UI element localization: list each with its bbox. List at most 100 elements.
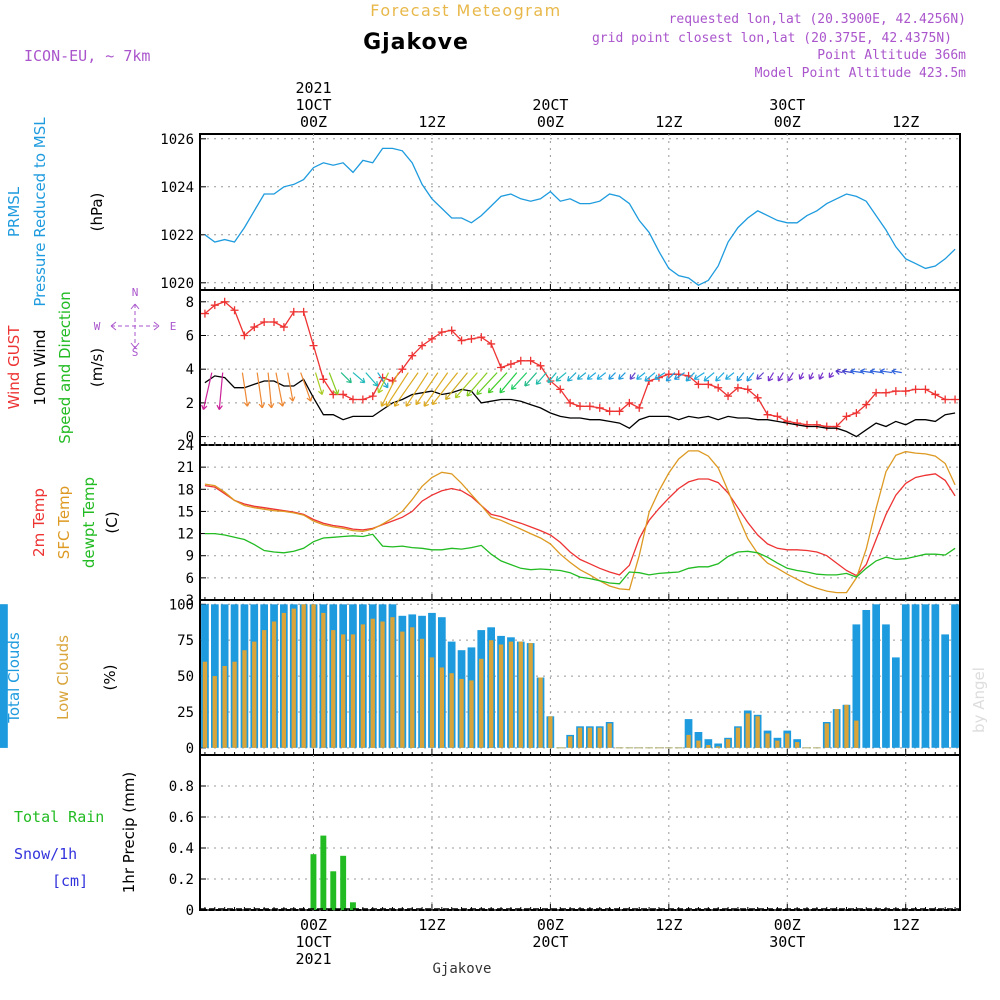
wind-gust-point (457, 336, 466, 345)
wind-gust-point (921, 385, 930, 394)
panel-pressure: 1020 1022 1024 1026 PRMSL Pressure Reduced to… (5, 117, 961, 307)
wind-direction-arrow-icon (850, 368, 863, 375)
wind-ylabel: Speed and Direction (56, 291, 74, 444)
wind-gust-point (635, 403, 644, 412)
total-clouds-bar (852, 624, 861, 748)
wind-gust-point (210, 301, 219, 310)
clouds-ylabel: Low Clouds (54, 635, 72, 720)
wind-direction-arrow-icon (300, 372, 313, 402)
low-clouds-bar (716, 746, 721, 748)
total-clouds-bar (862, 610, 871, 748)
low-clouds-bar (449, 673, 454, 748)
low-clouds-bar (262, 630, 267, 748)
temperature-series-line (204, 532, 956, 585)
wind-gust-point (881, 388, 890, 397)
low-clouds-bar (429, 657, 435, 748)
wind-direction-arrow-icon (535, 372, 547, 385)
wind-gust-point (516, 356, 525, 365)
low-clouds-bar (765, 733, 770, 748)
time-axis-top-label: 2021 (295, 79, 331, 97)
wind-gust-point (497, 363, 506, 372)
time-axis-bottom-label: 00Z (300, 916, 327, 934)
model-label: ICON-EU, ~ 7km (24, 47, 150, 65)
wind-direction-arrow-icon (685, 372, 695, 382)
wind-gust-point (427, 334, 436, 343)
wind-gust-point (901, 387, 910, 396)
wind-direction-arrow-icon (340, 372, 352, 384)
wind-direction-arrow-icon (201, 372, 213, 411)
pressure-tick-label: 1022 (160, 228, 194, 244)
temperature-tick-label: 24 (177, 438, 194, 454)
wind-gust-point (368, 392, 377, 401)
wind-gust-point (477, 333, 486, 342)
low-clouds-bar (370, 618, 375, 748)
low-clouds-bar (222, 666, 227, 748)
precip-left-label: Snow/1h (14, 845, 77, 863)
time-axis-top-label: 12Z (655, 113, 682, 131)
wind-direction-arrow-icon (567, 372, 577, 382)
wind-gust-point (783, 417, 792, 426)
wind-direction-arrow-icon (499, 372, 518, 394)
wind-direction-arrow-icon (798, 372, 805, 380)
precip-tick-label: 0 (186, 903, 194, 919)
wind-gust-point (240, 331, 249, 340)
wind-direction-arrow-icon (828, 372, 835, 379)
wind-gust-point (398, 365, 407, 374)
wind-gust-point (911, 385, 920, 394)
precip-tick-label: 0.4 (169, 841, 194, 857)
clouds-tick-label: 75 (177, 633, 194, 649)
wind-direction-arrow-icon (736, 372, 745, 382)
low-clouds-bar (331, 630, 336, 748)
wind-gust-point (200, 309, 209, 318)
wind-direction-arrow-icon (314, 372, 325, 395)
wind-direction-arrow-icon (654, 372, 666, 380)
compass-west: W (94, 320, 101, 333)
wind-direction-arrow-icon (555, 372, 567, 382)
wind-direction-arrow-icon (629, 372, 636, 380)
low-clouds-bar (577, 727, 583, 748)
rain-bar (320, 835, 327, 910)
rain-bar (340, 855, 347, 911)
wind-gust-point (951, 395, 960, 404)
panel-precip: 0 0.2 0.4 0.6 0.8 1hr Precip (mm) Total Rain Sn… (14, 754, 961, 919)
grid-point-coordinates: grid point closest lon,lat (20.375E, 42.… (592, 31, 952, 46)
wind-gust-point (773, 412, 782, 421)
time-axis-bottom-label: 1OCT (295, 933, 331, 951)
precip-left-label: [cm] (52, 872, 88, 890)
wind-tick-label: 6 (186, 328, 194, 344)
requested-coordinates: requested lon,lat (20.3900E, 42.4256N) (669, 12, 966, 27)
clouds-tick-label: 50 (177, 669, 194, 685)
low-clouds-bar (706, 745, 711, 748)
low-clouds-bar (252, 641, 257, 748)
rain-bar (310, 854, 317, 910)
wind-direction-arrow-icon (818, 372, 825, 380)
wind-gust-point (339, 390, 348, 399)
watermark: by Angel (970, 667, 988, 733)
time-axis-bottom-label: 00Z (774, 916, 801, 934)
panel-clouds: 0 25 50 75 100 Total Clouds Low Clouds (%) (0, 597, 961, 757)
time-axis-top-label: 30CT (769, 96, 805, 114)
wind-direction-arrow-icon (808, 372, 815, 380)
pressure-ylabel: PRMSL (5, 186, 23, 237)
low-clouds-bar (202, 661, 208, 748)
wind-gust-point (704, 380, 713, 389)
wind-gust-point (299, 307, 308, 316)
wind-direction-arrow-icon (510, 372, 528, 390)
wind-gust-point (536, 361, 545, 370)
precip-tick-label: 0.8 (169, 779, 194, 795)
pressure-tick-label: 1020 (160, 276, 194, 292)
time-axis-top-label: 12Z (418, 113, 445, 131)
low-clouds-bar (844, 704, 849, 748)
temperature-tick-label: 15 (177, 504, 194, 520)
low-clouds-bar (518, 641, 523, 748)
pressure-series-line (204, 147, 956, 286)
wind-direction-arrow-icon (673, 372, 685, 380)
wind-gust-point (329, 390, 338, 399)
time-axis-bottom-label: 2021 (295, 950, 331, 968)
time-axis-top-label: 20CT (532, 96, 568, 114)
wind-direction-arrow-icon (377, 372, 389, 389)
wind-gust-point (230, 306, 239, 315)
total-clouds-bar (882, 624, 890, 748)
wind-ylabel: Wind GUST (5, 325, 23, 410)
total-clouds-bar (684, 719, 693, 748)
